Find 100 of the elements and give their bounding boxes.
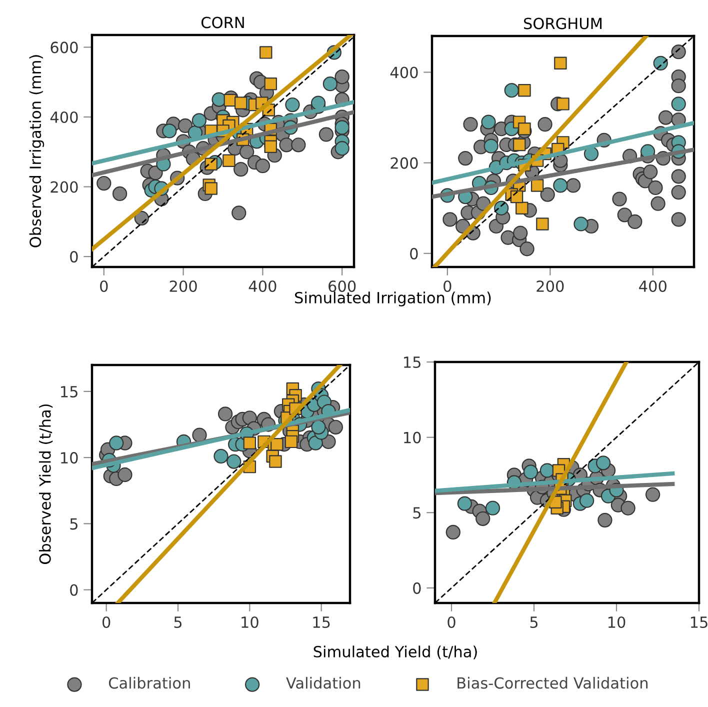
chart-title: SORGHUM xyxy=(524,18,602,30)
point xyxy=(232,206,246,220)
point xyxy=(556,98,570,110)
x-tick-label: 10 xyxy=(608,616,626,628)
x-tick-label: 0 xyxy=(100,280,108,292)
point xyxy=(574,216,588,232)
point xyxy=(285,97,300,112)
point xyxy=(318,127,334,142)
x-tick-label: 200 xyxy=(170,280,197,292)
point xyxy=(264,140,277,154)
x-tick-label: 0 xyxy=(444,280,452,292)
y-axis-title: Observed Irrigation (mm) xyxy=(29,55,44,248)
point xyxy=(596,456,611,470)
point xyxy=(234,96,248,110)
point xyxy=(270,438,284,451)
y-tick-label: 15 xyxy=(61,386,78,398)
point xyxy=(536,218,549,230)
point xyxy=(118,467,132,482)
point xyxy=(645,487,660,502)
point xyxy=(109,436,124,450)
point xyxy=(192,113,207,128)
y-axis-title: Observed Yield (t/ha) xyxy=(39,404,53,564)
y-tick-label: 400 xyxy=(390,66,418,78)
point xyxy=(322,76,338,92)
point xyxy=(226,454,242,469)
point xyxy=(269,455,282,468)
y-tick-label: 0 xyxy=(70,584,78,596)
point xyxy=(653,56,668,70)
point xyxy=(255,158,270,174)
point xyxy=(484,138,498,154)
y-tick-label: 5 xyxy=(413,507,420,519)
x-tick-label: 15 xyxy=(313,616,330,628)
point xyxy=(579,493,594,508)
y-tick-label: 5 xyxy=(70,518,78,530)
point xyxy=(530,179,544,192)
point xyxy=(334,141,350,156)
point xyxy=(284,435,298,448)
y-tick-label: 15 xyxy=(404,356,420,368)
x-tick-label: 5 xyxy=(174,616,182,628)
point xyxy=(310,96,326,110)
point xyxy=(457,496,472,511)
y-tick-label: 0 xyxy=(413,582,421,594)
x-tick-label: 600 xyxy=(328,280,356,292)
point xyxy=(523,464,538,480)
point xyxy=(279,138,294,152)
point xyxy=(264,77,277,90)
y-tick-label: 0 xyxy=(70,251,78,263)
y-tick-label: 400 xyxy=(50,111,78,124)
point xyxy=(222,154,236,167)
point xyxy=(218,406,233,422)
point xyxy=(476,511,490,526)
y-tick-label: 200 xyxy=(50,181,78,193)
point xyxy=(178,118,193,134)
x-tick-label: 10 xyxy=(242,616,258,628)
x-tick-label: 15 xyxy=(690,616,708,628)
legend-label: Validation xyxy=(286,676,360,689)
point xyxy=(214,448,228,464)
point xyxy=(620,500,636,516)
point xyxy=(192,428,207,442)
point xyxy=(334,70,350,84)
y-tick-label: 0 xyxy=(410,248,418,260)
point xyxy=(334,120,350,135)
point xyxy=(243,436,256,450)
chart-title: CORN xyxy=(201,16,244,28)
point xyxy=(512,138,526,152)
point xyxy=(485,500,500,516)
point xyxy=(239,144,254,160)
point xyxy=(234,162,248,177)
y-tick-label: 10 xyxy=(404,432,421,444)
x-tick-label: 400 xyxy=(248,280,276,292)
point xyxy=(554,56,567,70)
x-tick-label: 0 xyxy=(448,616,456,628)
legend-label: Bias-Corrected Validation xyxy=(458,676,648,689)
point xyxy=(516,202,528,214)
x-axis-title: Simulated Yield (t/ha) xyxy=(314,646,477,660)
point xyxy=(260,46,272,59)
point xyxy=(112,186,128,202)
point xyxy=(446,524,460,540)
point xyxy=(598,512,612,528)
x-tick-label: 200 xyxy=(536,280,564,292)
point xyxy=(584,146,599,162)
x-tick-label: 5 xyxy=(530,616,538,628)
point xyxy=(518,84,531,97)
point xyxy=(504,83,519,98)
legend-label: Calibration xyxy=(108,676,190,689)
point xyxy=(308,436,323,450)
point xyxy=(518,122,531,136)
x-tick-label: 400 xyxy=(639,280,666,292)
y-tick-label: 200 xyxy=(390,157,418,169)
point xyxy=(553,178,568,193)
point xyxy=(162,124,177,138)
point xyxy=(204,182,218,195)
point xyxy=(510,190,524,204)
y-tick-label: 600 xyxy=(50,42,78,54)
point xyxy=(328,420,343,434)
point xyxy=(96,176,112,191)
x-tick-label: 0 xyxy=(102,616,110,628)
x-axis-title: Simulated Irrigation (mm) xyxy=(295,292,491,306)
point xyxy=(481,114,496,130)
point xyxy=(291,138,306,152)
